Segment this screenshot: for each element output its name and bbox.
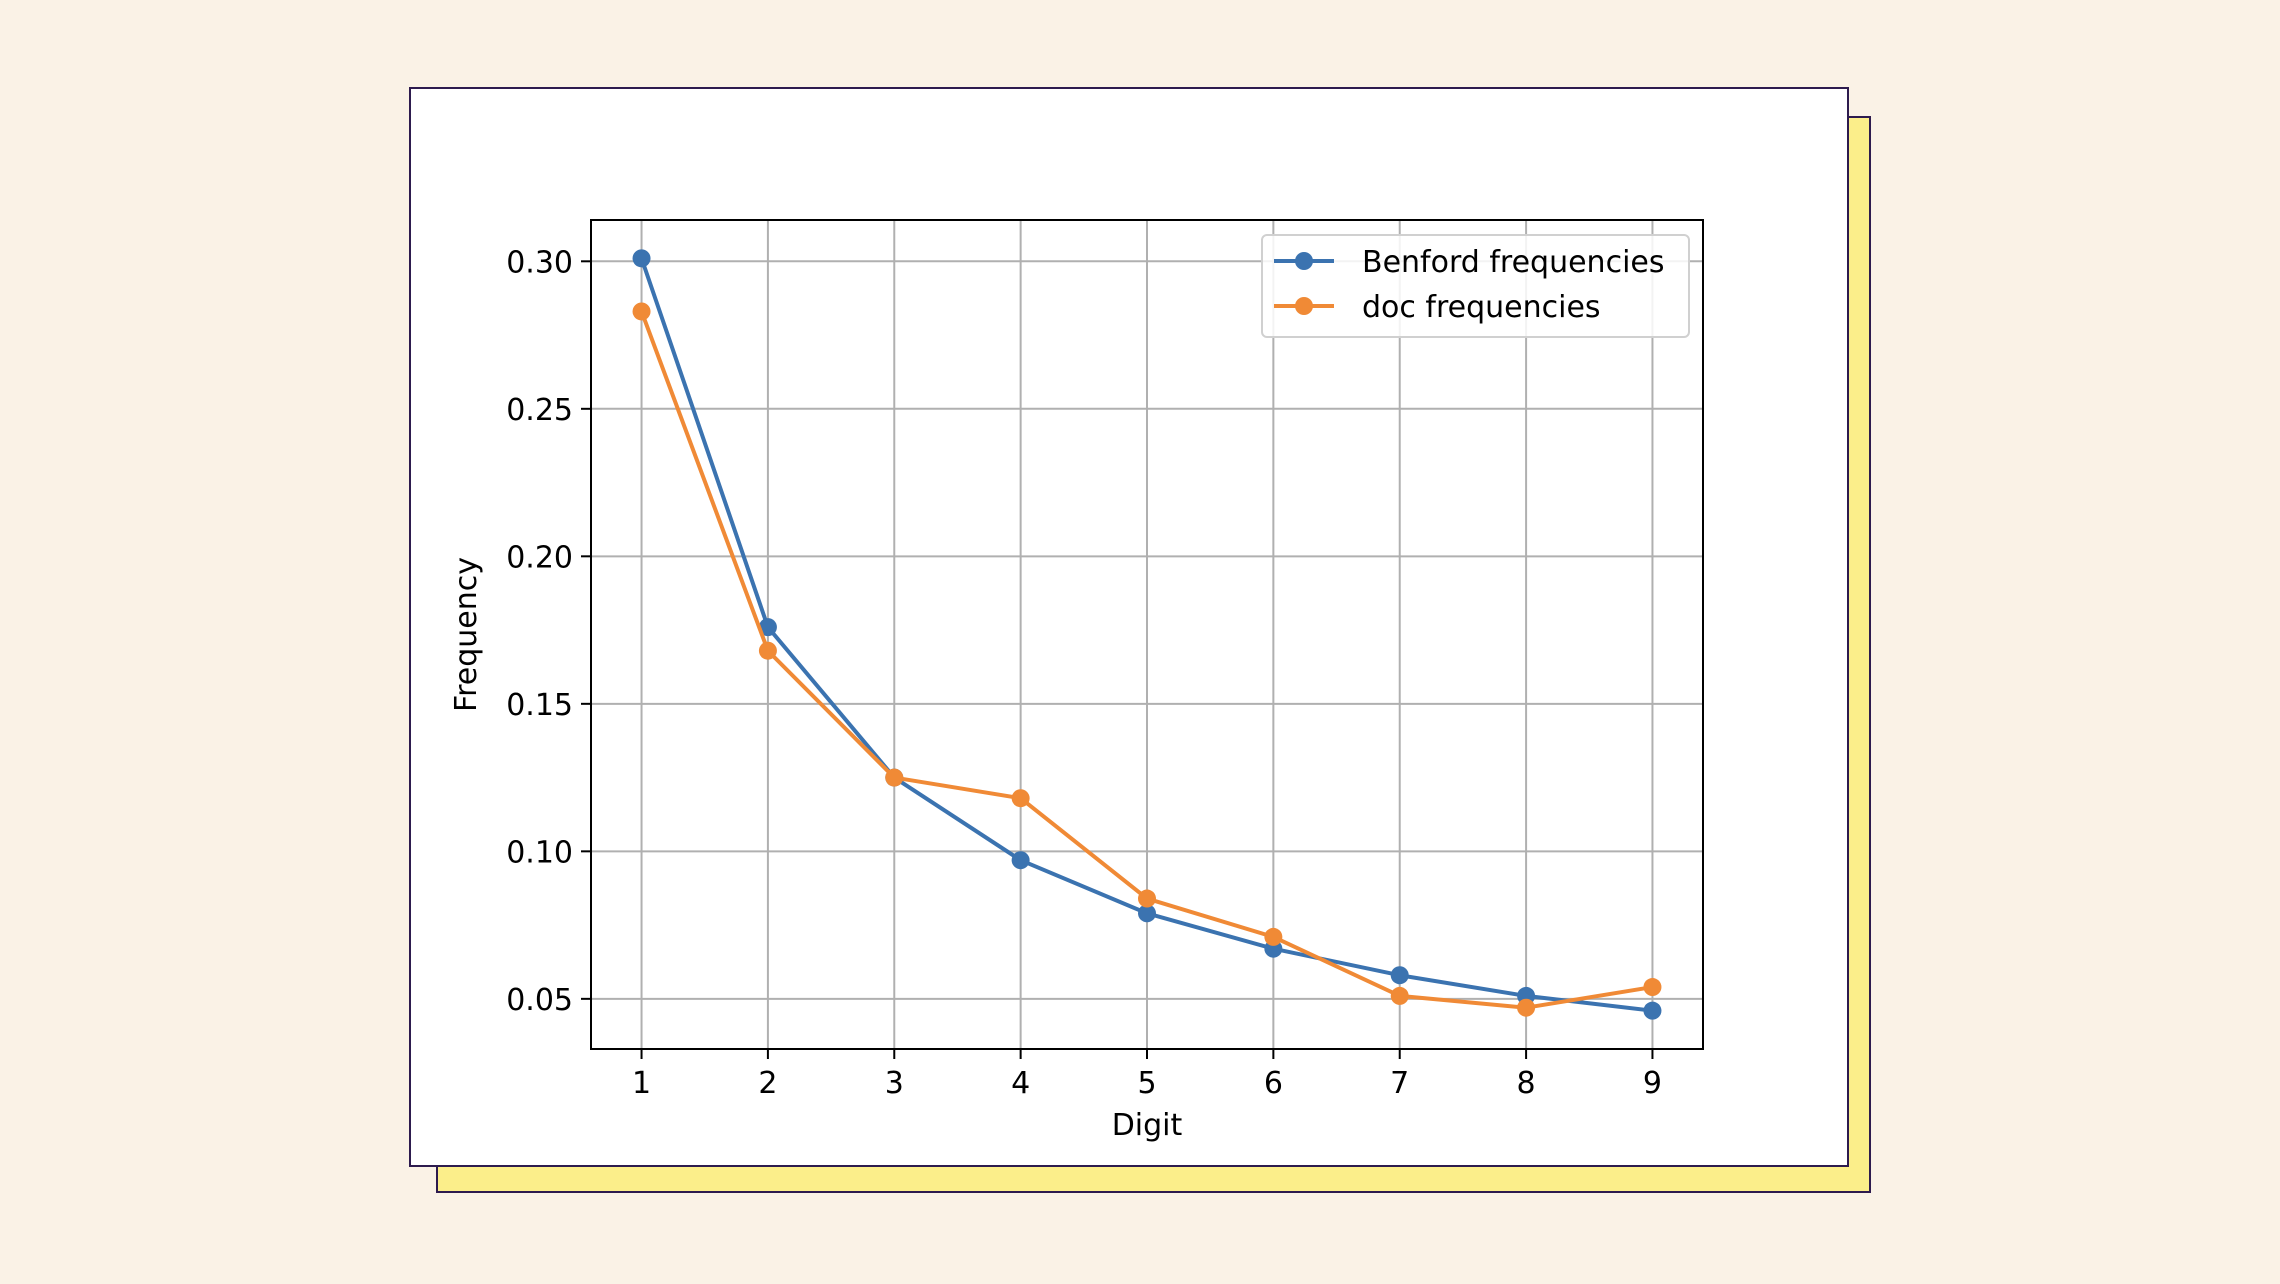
x-tick-label: 5 [1137,1066,1156,1101]
y-tick-label: 0.30 [506,245,573,280]
data-point [758,641,777,660]
legend: Benford frequencies doc frequencies [1261,234,1690,338]
series-1 [632,302,1662,1017]
y-tick-label: 0.15 [506,688,573,723]
data-point [632,302,651,321]
y-tick-label: 0.20 [506,540,573,575]
data-point [1643,978,1662,997]
ticks-layer: 1 2 3 4 5 6 7 8 9 0.05 0.10 0.15 0.20 0.25 0.30 [506,245,1662,1101]
data-point [1011,789,1030,808]
legend-entry: doc frequencies [1362,290,1601,325]
legend-swatch-marker [1295,297,1313,315]
line-chart: 1 2 3 4 5 6 7 8 90.050.100.150.200.250.30 Digit … [449,219,1704,1143]
data-point [1011,851,1030,870]
data-point [885,768,904,787]
data-point [1517,998,1536,1017]
data-point [1138,904,1156,923]
x-tick-label: 2 [758,1066,777,1101]
grid-layer [591,220,1703,1049]
data-point [1264,927,1283,946]
x-tick-label: 9 [1643,1066,1662,1101]
data-point [1390,986,1409,1005]
x-tick-label: 8 [1517,1066,1536,1101]
data-point [1138,889,1156,908]
x-tick-label: 6 [1264,1066,1283,1101]
x-tick-label: 7 [1390,1066,1409,1101]
legend-swatch-marker [1295,252,1313,270]
data-point [632,249,651,268]
data-point [1390,966,1409,985]
legend-entry: Benford frequencies [1362,245,1665,280]
x-axis-label: Digit [1112,1108,1183,1143]
y-axis-label: Frequency [449,557,484,712]
y-tick-label: 0.10 [506,835,573,870]
y-tick-label: 0.25 [506,393,573,428]
chart-card: 1 2 3 4 5 6 7 8 9 0.05 0.10 0.15 0.20 0.25 0.30 Digit … [409,87,1849,1167]
x-tick-label: 1 [632,1066,651,1101]
series-layer [632,249,1662,1020]
data-point [758,618,777,637]
x-tick-label: 3 [885,1066,904,1101]
y-tick-label: 0.05 [506,983,573,1018]
legend-box [1261,234,1690,338]
data-point [1643,1001,1662,1020]
x-tick-label: 4 [1011,1066,1030,1101]
